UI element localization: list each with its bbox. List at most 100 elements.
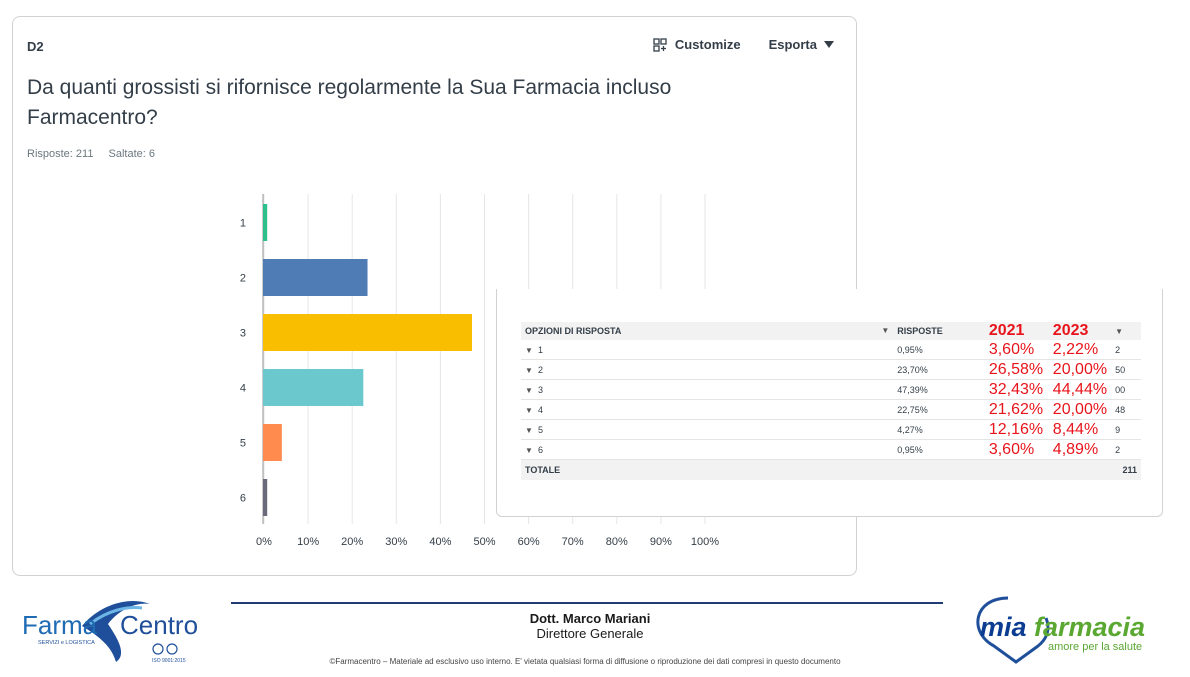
export-label: Esporta — [768, 37, 817, 52]
customize-icon — [653, 37, 667, 52]
row-2021: 26,58% — [984, 359, 1049, 380]
bar-3[interactable] — [263, 314, 472, 351]
row-count: 2 — [1111, 439, 1141, 460]
farmacentro-logo: Farma Centro SERVIZI e LOGISTICA ISO 900… — [20, 596, 200, 664]
table-body: ▼ 1 0,95% 3,60% 2,22% 2 ▼ 2 23,70% 26,58% 20,00%… — [521, 340, 1141, 480]
y-tick-label: 3 — [240, 328, 246, 340]
author-block: Dott. Marco Mariani Direttore Generale — [440, 611, 740, 641]
row-percent: 23,70% — [893, 359, 985, 380]
bar-4[interactable] — [263, 369, 364, 406]
row-2021: 32,43% — [984, 379, 1049, 400]
miafarmacia-logo: mia farmacia amore per la salute — [968, 592, 1160, 664]
table-total-row: TOTALE 211 — [521, 459, 1141, 480]
row-option[interactable]: ▼ 1 — [521, 340, 894, 360]
row-percent: 4,27% — [893, 419, 985, 440]
expand-caret-icon[interactable]: ▼ — [525, 425, 533, 435]
svg-text:SERVIZI e LOGISTICA: SERVIZI e LOGISTICA — [38, 640, 95, 646]
response-stats: Risposte: 211 Saltate: 6 — [27, 148, 167, 160]
svg-text:mia: mia — [980, 612, 1027, 642]
row-percent: 47,39% — [893, 379, 985, 400]
row-option[interactable]: ▼ 3 — [521, 379, 894, 400]
row-count: 50 — [1111, 359, 1141, 380]
y-tick-label: 1 — [240, 218, 246, 230]
bar-5[interactable] — [263, 424, 282, 461]
skipped-count: Saltate: 6 — [108, 148, 155, 160]
responses-table: OPZIONI DI RISPOSTA ▼ RISPOSTE 2021 2023… — [521, 322, 1141, 480]
svg-text:ISO 9001:2015: ISO 9001:2015 — [152, 658, 186, 664]
bar-1[interactable] — [263, 204, 268, 241]
row-percent: 0,95% — [893, 340, 985, 360]
expand-caret-icon[interactable]: ▼ — [525, 345, 533, 355]
answered-count: Risposte: 211 — [27, 148, 94, 160]
row-2023: 2,22% — [1048, 340, 1112, 360]
table-row: ▼ 5 4,27% 12,16% 8,44% 9 — [521, 419, 1141, 440]
row-count: 2 — [1111, 340, 1141, 360]
author-name: Dott. Marco Mariani — [529, 611, 651, 626]
total-label: TOTALE — [521, 459, 894, 480]
x-tick-label: 100% — [691, 536, 719, 548]
x-tick-label: 50% — [473, 536, 495, 548]
x-tick-label: 70% — [562, 536, 584, 548]
row-count: 48 — [1111, 399, 1141, 420]
svg-text:amore per la salute: amore per la salute — [1048, 641, 1142, 653]
table-row: ▼ 4 22,75% 21,62% 20,00% 48 — [521, 399, 1141, 420]
x-tick-label: 20% — [341, 536, 363, 548]
expand-caret-icon[interactable]: ▼ — [525, 385, 533, 395]
export-button[interactable]: Esporta — [769, 37, 834, 52]
row-2021: 12,16% — [984, 419, 1049, 440]
caret-down-icon — [824, 40, 834, 48]
row-2021: 3,60% — [984, 439, 1049, 460]
sort-caret-icon: ▼ — [881, 326, 890, 335]
question-title: Da quanti grossisti si rifornisce regola… — [27, 76, 672, 129]
row-percent: 22,75% — [893, 399, 985, 420]
x-tick-label: 80% — [606, 536, 628, 548]
svg-text:Centro: Centro — [120, 610, 198, 640]
bar-2[interactable] — [263, 259, 368, 296]
row-option[interactable]: ▼ 5 — [521, 419, 894, 440]
row-percent: 0,95% — [893, 439, 985, 460]
table-row: ▼ 2 23,70% 26,58% 20,00% 50 — [521, 359, 1141, 380]
table-row: ▼ 1 0,95% 3,60% 2,22% 2 — [521, 340, 1141, 360]
y-tick-label: 5 — [240, 438, 246, 450]
row-option[interactable]: ▼ 2 — [521, 359, 894, 380]
table-row: ▼ 6 0,95% 3,60% 4,89% 2 — [521, 439, 1141, 460]
customize-label: Customize — [674, 37, 741, 52]
row-2023: 44,44% — [1048, 379, 1112, 400]
total-value: 211 — [1111, 459, 1141, 480]
x-tick-label: 60% — [518, 536, 540, 548]
x-tick-label: 40% — [429, 536, 451, 548]
header-2023: 2023 — [1048, 322, 1112, 340]
row-option[interactable]: ▼ 6 — [521, 439, 894, 460]
bar-6[interactable] — [263, 479, 268, 516]
y-tick-label: 4 — [240, 383, 246, 395]
y-tick-label: 2 — [240, 273, 246, 285]
svg-text:Farma: Farma — [22, 610, 98, 640]
row-count: 9 — [1111, 419, 1141, 440]
row-2023: 4,89% — [1048, 439, 1112, 460]
sort-caret-icon: ▼ — [1115, 327, 1123, 336]
header-count[interactable]: ▼ — [1111, 322, 1141, 340]
customize-button[interactable]: Customize — [653, 37, 741, 52]
question-id: D2 — [27, 39, 44, 54]
question-toolbar: Customize Esporta — [625, 37, 834, 52]
row-2021: 21,62% — [984, 399, 1049, 420]
footer-divider — [231, 602, 943, 604]
x-tick-label: 10% — [297, 536, 319, 548]
expand-caret-icon[interactable]: ▼ — [525, 405, 533, 415]
table-row: ▼ 3 47,39% 32,43% 44,44% 00 — [521, 379, 1141, 400]
header-options[interactable]: OPZIONI DI RISPOSTA ▼ — [521, 322, 894, 340]
responses-table-card: OPZIONI DI RISPOSTA ▼ RISPOSTE 2021 2023… — [496, 289, 1163, 517]
author-role: Direttore Generale — [536, 626, 644, 641]
row-count: 00 — [1111, 379, 1141, 400]
expand-caret-icon[interactable]: ▼ — [525, 445, 533, 455]
row-2023: 20,00% — [1048, 399, 1112, 420]
row-2023: 8,44% — [1048, 419, 1112, 440]
row-2023: 20,00% — [1048, 359, 1112, 380]
x-tick-label: 90% — [650, 536, 672, 548]
x-tick-label: 30% — [385, 536, 407, 548]
expand-caret-icon[interactable]: ▼ — [525, 365, 533, 375]
header-responses[interactable]: RISPOSTE — [893, 322, 985, 340]
row-option[interactable]: ▼ 4 — [521, 399, 894, 420]
header-2021: 2021 — [984, 322, 1049, 340]
x-tick-label: 0% — [256, 536, 272, 548]
